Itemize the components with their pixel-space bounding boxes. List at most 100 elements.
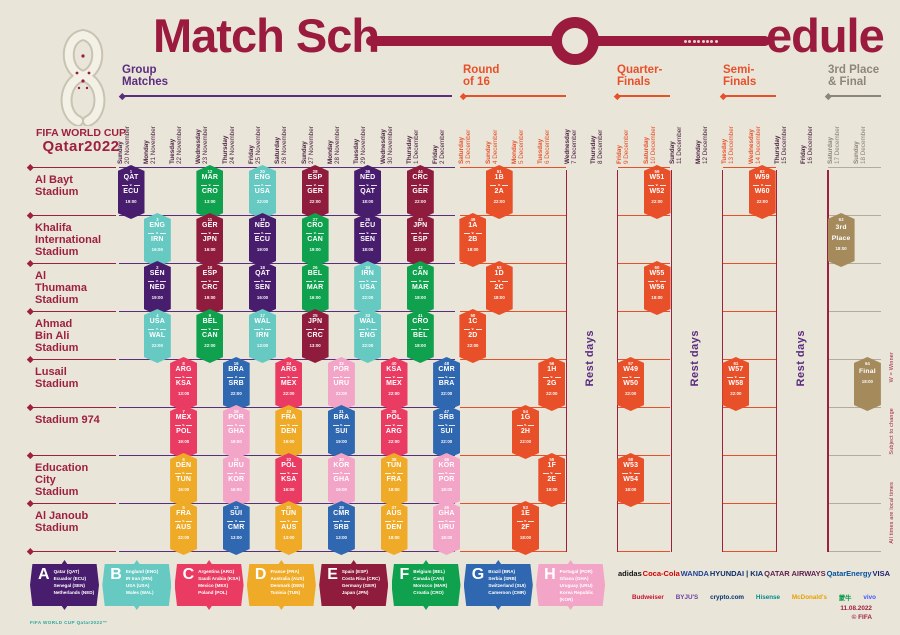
row-separator xyxy=(460,263,566,265)
day-header: Tuesday 22 November xyxy=(169,126,184,164)
stadium-label: Ahmad Bin Ali Stadium xyxy=(35,318,79,354)
row-separator xyxy=(618,263,670,265)
match-badge: 63 3rd Place 18:00 xyxy=(827,213,855,267)
match-badge: 6 DEN v. TUN 16:00 xyxy=(170,453,198,507)
stadium-label: Khalifa International Stadium xyxy=(35,222,102,258)
row-separator xyxy=(30,215,116,217)
match-badge: 59 W51 v. W52 22:00 xyxy=(643,165,671,219)
section-header-final: 3rd Place & Final xyxy=(828,64,880,89)
section-header-qf: Quarter- Finals xyxy=(617,64,663,89)
footer-wordmark: FIFA WORLD CUP Qatar2022™ xyxy=(30,620,108,625)
row-separator-diamond xyxy=(27,548,34,555)
row-separator xyxy=(723,311,776,313)
match-badge: 23 FRA v. DEN 19:00 xyxy=(275,405,303,459)
sponsor-logo: BYJU'S xyxy=(675,593,699,601)
group-legend-card-H: H Portugal (POR) Ghana (GHA) Uruguay (URU) K… xyxy=(536,560,606,610)
section-underline-qf xyxy=(617,95,670,97)
title-line-dot xyxy=(697,39,701,43)
day-header: Monday 5 December xyxy=(511,129,526,164)
day-header: Friday 9 December xyxy=(616,129,631,164)
day-header: Thursday 15 December xyxy=(774,126,789,164)
group-legend-card-B: B England (ENG) IR Iran (IRN) USA (USA) Wale… xyxy=(102,560,172,610)
day-header: Sunday 18 December xyxy=(852,126,867,164)
row-separator xyxy=(30,359,116,361)
row-separator xyxy=(30,407,116,409)
match-badge: 7 MEX v. POL 19:00 xyxy=(170,405,198,459)
row-separator xyxy=(119,215,455,217)
row-separator xyxy=(618,215,670,217)
title-line-dot xyxy=(701,39,705,43)
rest-days-label: Rest days xyxy=(584,330,597,387)
day-header: Thursday 8 December xyxy=(589,129,604,164)
day-header: Sunday 11 December xyxy=(668,126,683,164)
stadium-label: Education City Stadium xyxy=(35,462,89,498)
rest-band-line xyxy=(722,170,724,552)
row-separator xyxy=(828,407,881,409)
row-separator xyxy=(119,263,455,265)
row-separator xyxy=(30,263,116,265)
rest-days-label: Rest days xyxy=(794,330,807,387)
match-badge: 4 USA v. WAL 22:00 xyxy=(143,309,171,363)
row-separator-diamond xyxy=(27,212,34,219)
match-badge: 1 QAT v. ECU 19:00 xyxy=(117,165,145,219)
row-separator xyxy=(828,455,881,457)
row-separator xyxy=(460,167,566,169)
copyright: © FIFA xyxy=(851,614,872,622)
match-badge: 44 CRC v. GER 22:00 xyxy=(406,165,434,219)
row-separator xyxy=(618,455,670,457)
row-separator xyxy=(460,359,566,361)
match-badge: 14 URU v. KOR 16:00 xyxy=(222,453,250,507)
row-separator xyxy=(828,359,881,361)
world-cup-emblem-icon xyxy=(60,28,106,126)
row-separator xyxy=(723,359,776,361)
row-separator xyxy=(618,407,670,409)
group-legend-card-G: G Brazil (BRA) Serbia (SRB) Switzerland (SU… xyxy=(463,560,533,610)
match-badge: 38 TUN v. FRA 18:00 xyxy=(380,453,408,507)
group-legend-card-E: E Spain (ESP) Costa Rica (CRC) Germany (GER… xyxy=(319,560,389,610)
row-separator xyxy=(828,167,881,169)
match-badge: 24 ARG v. MEX 22:00 xyxy=(275,357,303,411)
match-badge: 41 CRO v. BEL 18:00 xyxy=(406,309,434,363)
match-badge: 52 1D v. 2C 18:00 xyxy=(485,261,513,315)
match-badge: 13 SUI v. CMR 13:00 xyxy=(222,501,250,555)
match-badge: 12 MAR v. CRO 13:00 xyxy=(196,165,224,219)
match-badge: 17 WAL v. IRN 13:00 xyxy=(249,309,276,363)
sponsor-logo: VISA xyxy=(872,568,890,578)
sponsor-logo: Hisense xyxy=(755,593,781,601)
title-ring-icon xyxy=(551,17,599,65)
title-line-dot xyxy=(692,39,696,43)
day-header: Saturday 26 November xyxy=(274,126,289,164)
match-badge: 29 CMR v. SRB 13:00 xyxy=(327,501,355,555)
sponsor-row-sponsors: Budweiser BYJU'S crypto.com Hisense McDonald… xyxy=(632,590,876,604)
match-badge: 9 BEL v. CAN 22:00 xyxy=(196,309,224,363)
row-separator xyxy=(460,215,566,217)
row-separator xyxy=(723,263,776,265)
row-separator xyxy=(119,311,455,313)
row-separator xyxy=(460,311,566,313)
sponsor-logo: 蒙牛 xyxy=(838,594,852,602)
match-badge: 36 NED v. QAT 18:00 xyxy=(354,165,382,219)
row-separator xyxy=(30,311,116,313)
row-separator xyxy=(723,215,776,217)
row-separator xyxy=(723,503,776,505)
section-header-group: Group Matches xyxy=(122,64,169,89)
match-badge: 64 Final 18:00 xyxy=(853,357,881,411)
row-separator xyxy=(828,551,881,553)
match-badge: 46 KOR v. POR 18:00 xyxy=(433,453,461,507)
sponsor-logo: WANDA xyxy=(680,568,709,578)
row-separator-diamond xyxy=(27,356,34,363)
section-underline-final xyxy=(828,95,881,97)
qatar-2022-wordmark: Qatar2022 xyxy=(42,138,120,155)
day-header: Monday 12 December xyxy=(695,126,710,164)
day-header: Wednesday 30 November xyxy=(379,126,394,164)
row-separator xyxy=(618,551,670,553)
poster-version: 11.08.2022 © FIFA xyxy=(840,605,872,623)
match-badge: 18 QAT v. SEN 16:00 xyxy=(249,261,276,315)
match-badge: 50 1C v. 2D 22:00 xyxy=(459,309,487,363)
match-badge: 53 1E v. 2F 18:00 xyxy=(512,501,539,555)
title-right: edule xyxy=(766,9,885,62)
match-badge: 3 ENG v. IRN 16:00 xyxy=(143,213,171,267)
row-separator xyxy=(460,503,566,505)
margin-note: All times are local times xyxy=(889,482,895,544)
row-separator xyxy=(723,407,776,409)
